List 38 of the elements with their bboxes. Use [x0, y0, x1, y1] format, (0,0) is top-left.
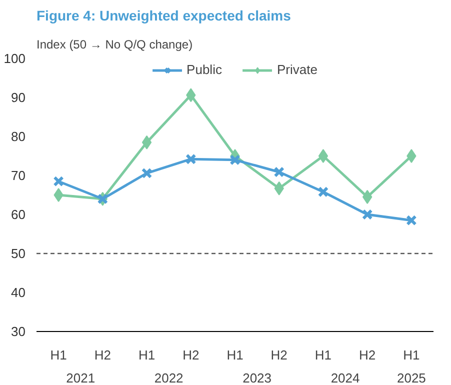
y-tick-label: 30: [11, 324, 26, 339]
point: [318, 186, 329, 198]
x-tick-label: H1: [226, 348, 244, 362]
text: 2024: [330, 370, 360, 385]
x-tick-label: H2: [270, 348, 288, 362]
x-tick-label: H2: [94, 348, 111, 362]
point: [362, 209, 373, 220]
point: [406, 214, 417, 226]
y-tick-label: 70: [11, 168, 26, 183]
point: [141, 168, 152, 179]
x-tick-label: H1: [50, 348, 67, 362]
y-tick-label: 100: [4, 51, 26, 66]
point: [142, 135, 152, 150]
text: 2025: [396, 370, 426, 385]
x-tick-label: H2: [359, 348, 376, 362]
x-tick-label: H1: [403, 348, 420, 362]
text: 2023: [242, 370, 272, 385]
y-tick-label: 40: [11, 285, 26, 300]
text: 2022: [154, 370, 184, 385]
chart-subtitle: Index (50 → No Q/Q change): [36, 38, 193, 52]
y-tick-label: 80: [11, 129, 26, 144]
y-tick-label: 50: [11, 246, 26, 261]
text: 2021: [66, 370, 96, 385]
point: [274, 166, 284, 178]
y-tick-label: 90: [11, 90, 26, 105]
point: [230, 154, 240, 166]
point: [53, 176, 64, 187]
y-tick-label: 60: [11, 207, 26, 222]
point: [318, 149, 328, 163]
x-tick-label: H1: [314, 348, 332, 362]
x-tick-label: H2: [182, 348, 200, 362]
point: [186, 154, 196, 165]
legend-label: Public: [186, 62, 222, 77]
x-tick-label: H1: [138, 348, 156, 362]
legend-label: Private: [276, 62, 318, 77]
chart-title: Figure 4: Unweighted expected claims: [36, 8, 292, 24]
point: [406, 149, 416, 163]
point: [54, 188, 64, 202]
